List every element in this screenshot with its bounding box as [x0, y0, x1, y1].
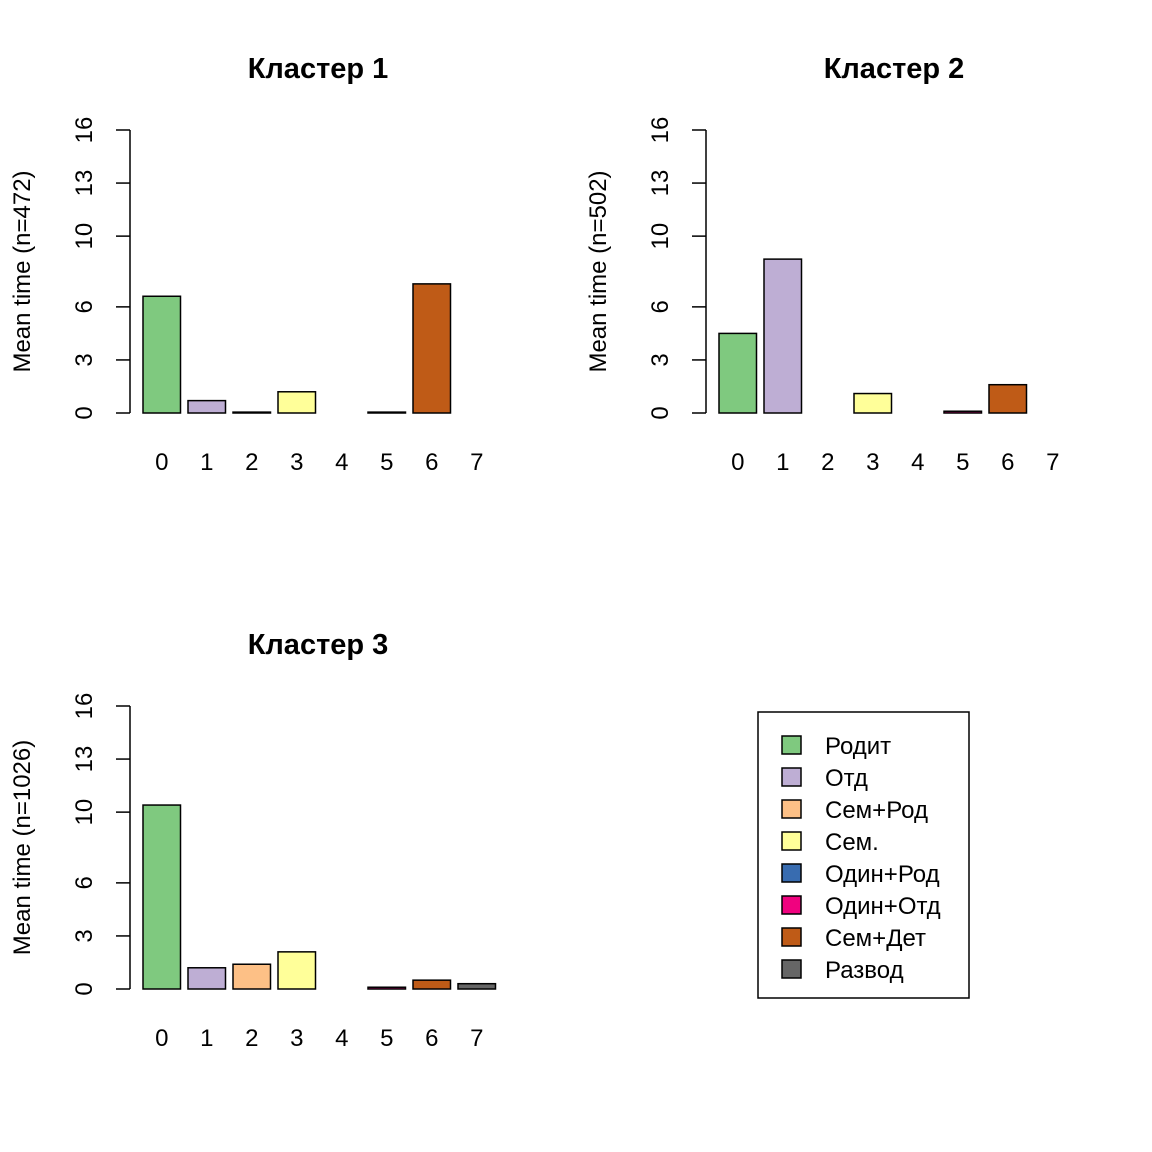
bar-5 [943, 410, 983, 414]
legend-swatch [781, 863, 802, 883]
bar-3 [277, 391, 317, 414]
legend: Родит Отд Сем+Род Сем. Один+Род Один+Отд Сем+Д… [757, 711, 970, 999]
y-tick-label: 3 [647, 353, 674, 366]
bar-2 [232, 963, 272, 990]
bar-7 [457, 982, 497, 990]
bar-5 [367, 986, 407, 990]
x-tick-label: 5 [380, 449, 393, 476]
bar-1 [187, 967, 227, 990]
legend-label: Один+Род [825, 861, 940, 888]
y-tick-label: 13 [647, 170, 674, 197]
y-axis-label: Mean time (n=502) [585, 170, 612, 372]
y-tick-label: 16 [71, 693, 98, 720]
legend-swatch [781, 927, 802, 947]
y-tick-label: 13 [71, 746, 98, 773]
x-tick-label: 5 [380, 1025, 393, 1052]
chart-panel: Кластер 1 Mean time (n=472) 0 3 6 10 13 16 0 1 2 3 4… [9, 53, 483, 476]
legend-swatch [781, 831, 802, 851]
y-tick-label: 10 [647, 223, 674, 250]
x-tick-label: 2 [821, 449, 834, 476]
x-tick-label: 6 [425, 449, 438, 476]
y-tick-label: 10 [71, 799, 98, 826]
legend-label: Сем. [825, 829, 879, 856]
chart-panel: Кластер 2 Mean time (n=502) 0 3 6 10 13 16 0 1 2 3 4… [585, 53, 1059, 476]
legend-label: Сем+Дет [825, 925, 926, 952]
bar-1 [763, 258, 803, 414]
y-tick-label: 13 [71, 170, 98, 197]
bar-1 [187, 399, 227, 414]
bar-6 [412, 283, 452, 414]
legend-swatch [781, 767, 802, 787]
y-tick-label: 3 [71, 929, 98, 942]
x-tick-label: 2 [245, 1025, 258, 1052]
y-tick-label: 0 [647, 406, 674, 419]
legend-label: Один+Отд [825, 893, 941, 920]
x-tick-label: 0 [155, 449, 168, 476]
bar-3 [277, 951, 317, 990]
y-tick-label: 6 [71, 300, 98, 313]
y-tick-label: 10 [71, 223, 98, 250]
y-tick-label: 3 [71, 353, 98, 366]
legend-swatch [781, 799, 802, 819]
x-tick-label: 0 [731, 449, 744, 476]
bar-3 [853, 392, 893, 414]
bar-0 [142, 295, 182, 414]
x-tick-label: 6 [425, 1025, 438, 1052]
x-tick-label: 3 [866, 449, 879, 476]
y-tick-label: 16 [647, 117, 674, 144]
chart-title: Кластер 3 [248, 629, 389, 661]
chart-title: Кластер 2 [824, 53, 965, 85]
x-tick-label: 7 [1046, 449, 1059, 476]
y-tick-label: 0 [71, 406, 98, 419]
bar-0 [718, 332, 758, 414]
bar-6 [412, 979, 452, 990]
legend-label: Отд [825, 765, 868, 792]
x-tick-label: 1 [200, 1025, 213, 1052]
x-tick-label: 7 [470, 449, 483, 476]
x-tick-label: 5 [956, 449, 969, 476]
legend-label: Развод [825, 957, 904, 984]
y-axis-label: Mean time (n=472) [9, 170, 36, 372]
x-tick-label: 6 [1001, 449, 1014, 476]
legend-label: Сем+Род [825, 797, 928, 824]
y-tick-label: 6 [647, 300, 674, 313]
y-tick-label: 6 [71, 876, 98, 889]
x-tick-label: 7 [470, 1025, 483, 1052]
legend-box [757, 711, 970, 999]
chart-panel: Кластер 3 Mean time (n=1026) 0 3 6 10 13 16 0 1 2 3… [9, 629, 497, 1052]
bar-6 [988, 383, 1028, 414]
x-tick-label: 0 [155, 1025, 168, 1052]
x-tick-label: 4 [911, 449, 924, 476]
legend-swatch [781, 959, 802, 979]
y-tick-label: 16 [71, 117, 98, 144]
bar-5 [367, 411, 407, 414]
y-axis-label: Mean time (n=1026) [9, 740, 36, 955]
bar-2 [232, 411, 272, 414]
x-tick-label: 4 [335, 1025, 348, 1052]
legend-swatch [781, 735, 802, 755]
x-tick-label: 2 [245, 449, 258, 476]
x-tick-label: 1 [200, 449, 213, 476]
x-tick-label: 3 [290, 1025, 303, 1052]
x-tick-label: 4 [335, 449, 348, 476]
legend-swatch [781, 895, 802, 915]
chart-title: Кластер 1 [248, 53, 389, 85]
legend-label: Родит [825, 733, 891, 760]
bar-0 [142, 804, 182, 990]
x-tick-label: 1 [776, 449, 789, 476]
y-tick-label: 0 [71, 982, 98, 995]
x-tick-label: 3 [290, 449, 303, 476]
